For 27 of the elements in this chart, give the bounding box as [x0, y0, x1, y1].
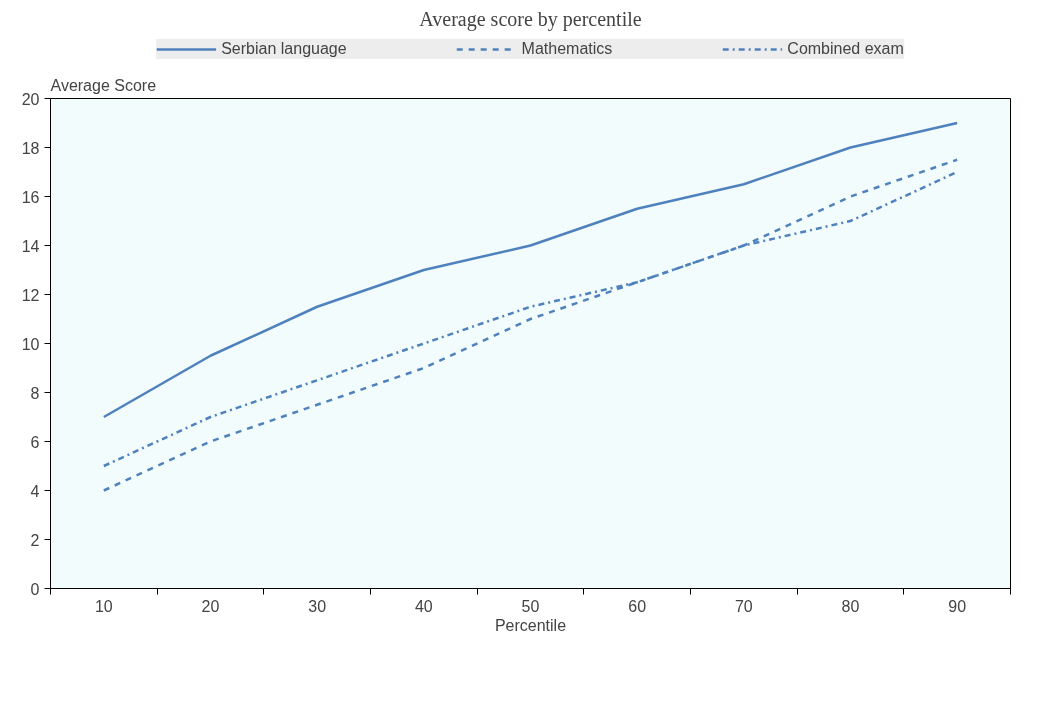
- x-axis-title: Percentile: [494, 616, 567, 634]
- y-tick-label: 12: [21, 286, 40, 304]
- y-tick-label: 8: [30, 384, 40, 402]
- y-tick-label: 4: [30, 482, 40, 500]
- legend-label: Mathematics: [521, 40, 613, 58]
- x-tick-label: 70: [734, 597, 753, 615]
- y-tick-label: 6: [30, 433, 40, 451]
- x-tick-label: 30: [308, 597, 327, 615]
- y-tick-label: 14: [21, 237, 40, 255]
- legend-label: Combined exam: [787, 40, 904, 58]
- x-tick-label: 80: [841, 597, 860, 615]
- y-axis-title: Average Score: [50, 76, 157, 94]
- x-tick-label: 20: [201, 597, 220, 615]
- legend-label: Serbian language: [221, 40, 347, 58]
- x-tick-label: 10: [94, 597, 113, 615]
- y-tick-label: 0: [30, 580, 40, 598]
- line-series: [102, 121, 959, 419]
- x-tick-label: 40: [414, 597, 433, 615]
- x-tick-label: 90: [948, 597, 967, 615]
- y-tick-label: 16: [21, 188, 40, 206]
- chart-title: Average score by percentile: [419, 7, 642, 31]
- y-tick-label: 10: [21, 335, 40, 353]
- y-tick-label: 18: [21, 139, 40, 157]
- x-tick-label: 60: [628, 597, 647, 615]
- x-tick-label: 50: [521, 597, 540, 615]
- y-tick-label: 20: [21, 90, 40, 108]
- y-tick-label: 2: [30, 531, 40, 549]
